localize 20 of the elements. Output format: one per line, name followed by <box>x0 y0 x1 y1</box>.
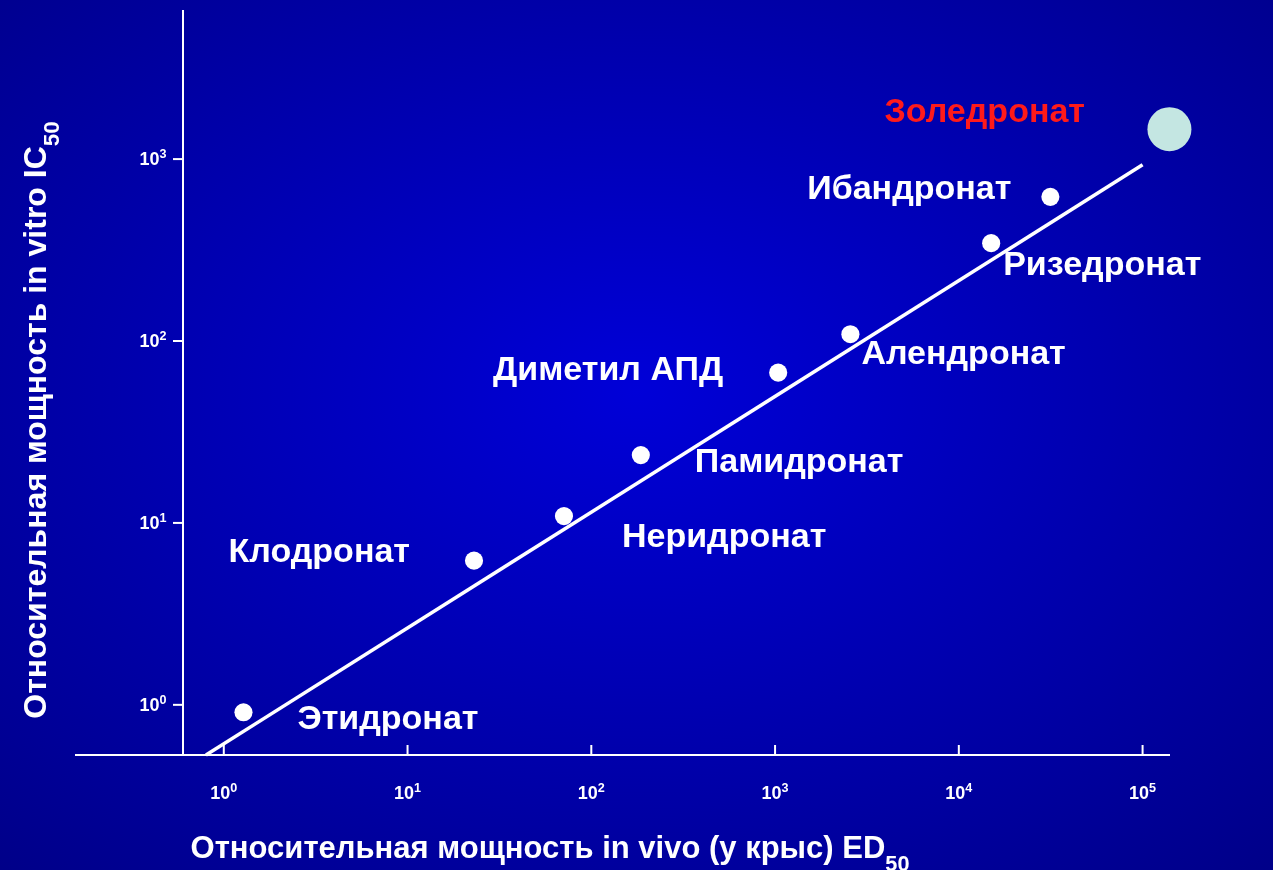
x-tick-label: 10$^{4}$ <box>945 781 973 803</box>
annotation: Ризедронат <box>1003 244 1202 283</box>
annotation: Диметил АПД <box>493 348 724 387</box>
y-tick-label: 10$^{2}$ <box>139 329 167 352</box>
y-tick-label: 10$^{0}$ <box>139 692 167 715</box>
x-tick-label: 10$^{2}$ <box>577 781 605 803</box>
annotation: Клодронат <box>228 530 411 569</box>
annotation: Алендронат <box>861 333 1066 372</box>
y-tick-label: 10$^{3}$ <box>139 147 167 170</box>
x-tick-label: 10$^{3}$ <box>761 781 789 803</box>
annotation: Этидронат <box>297 698 479 737</box>
annotation: Золедронат <box>884 91 1085 129</box>
annotation: Ибандронат <box>807 167 1012 206</box>
x-tick-label: 10$^{0}$ <box>210 781 238 803</box>
x-axis-title: Относительная мощность in vivo (у крыс) ED$_{50}$ <box>190 830 910 870</box>
annotation: Неридронат <box>621 516 827 555</box>
x-tick-label: 10$^{1}$ <box>394 781 422 803</box>
annotation: Памидронат <box>694 441 904 480</box>
y-tick-label: 10$^{1}$ <box>139 510 167 533</box>
x-tick-label: 10$^{5}$ <box>1129 781 1157 803</box>
